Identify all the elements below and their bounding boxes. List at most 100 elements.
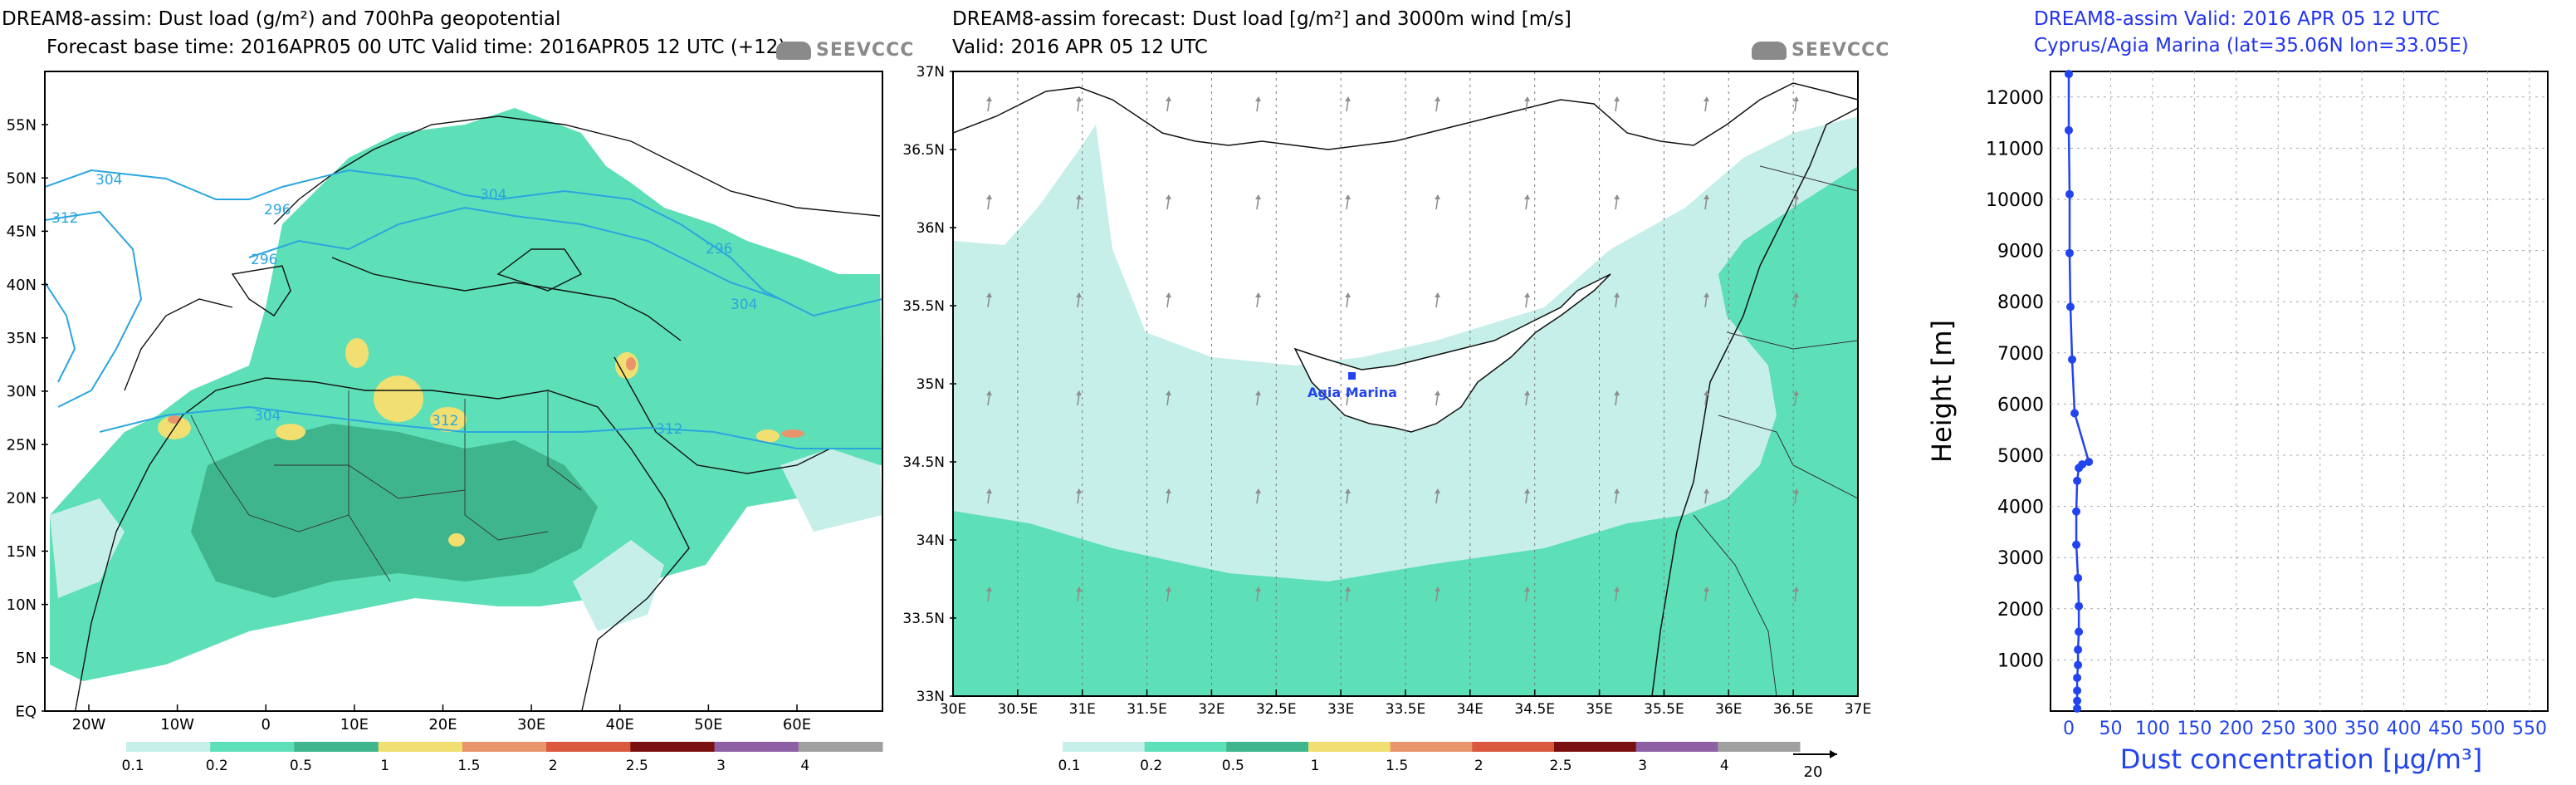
wind-arrow-head bbox=[1435, 390, 1440, 395]
dust-north-europe bbox=[349, 141, 515, 266]
wind-arrow-head bbox=[1524, 586, 1530, 591]
wind-arrow bbox=[1346, 99, 1349, 112]
y-tick-label: 30N bbox=[7, 383, 37, 400]
colorbar-swatch bbox=[1718, 742, 1801, 752]
x-tick-label: 32.5E bbox=[1256, 701, 1297, 718]
colorbar-swatch bbox=[378, 742, 463, 752]
wind-arrow-head bbox=[1524, 96, 1530, 101]
y-tick-label: 33.5N bbox=[902, 611, 945, 627]
dust-region-dark bbox=[191, 424, 598, 598]
panel1-title: DREAM8-assim: Dust load (g/m²) and 700hP… bbox=[2, 8, 561, 30]
wind-arrow bbox=[1435, 99, 1439, 112]
y-tick-label: EQ bbox=[15, 703, 37, 720]
colorbar-label: 4 bbox=[800, 758, 809, 774]
wind-arrow bbox=[1704, 393, 1708, 406]
colorbar-label: 1 bbox=[380, 758, 389, 774]
contour-label-1: 304 bbox=[95, 172, 122, 189]
wind-arrow-head bbox=[1345, 194, 1351, 199]
colorbar-label: 2 bbox=[549, 758, 558, 774]
contour-label-3: 296 bbox=[264, 202, 291, 218]
contour-label-4: 296 bbox=[251, 252, 277, 268]
x-tick-label: 500 bbox=[2471, 719, 2505, 739]
x-tick-label: 30E bbox=[940, 701, 966, 718]
wind-arrow-head bbox=[1435, 488, 1440, 493]
colorbar-label: 2.5 bbox=[1549, 758, 1572, 774]
y-tick-label: 3000 bbox=[1997, 548, 2044, 569]
x-tick-label: 450 bbox=[2428, 719, 2463, 739]
x-tick-label: 200 bbox=[2219, 719, 2254, 739]
wind-arrow-head bbox=[1345, 292, 1351, 297]
map1-y-axis: EQ 5N 10N 15N 20N 25N 30N 35N 40N 45N 50N 55N bbox=[7, 116, 48, 720]
colorbar-swatch bbox=[798, 742, 883, 752]
wind-arrow-head bbox=[1793, 488, 1799, 493]
map1-colorbar: 0.1 0.2 0.5 1 1.5 2 2.5 3 4 bbox=[121, 742, 883, 774]
wind-arrow-head bbox=[1166, 194, 1171, 199]
y-tick-label: 8000 bbox=[1997, 292, 2044, 313]
station-label: Agia Marina bbox=[1308, 385, 1397, 400]
colorbar-swatch bbox=[1226, 742, 1309, 752]
wind-arrow-head bbox=[1166, 292, 1171, 297]
cloud-icon-2 bbox=[1752, 42, 1787, 60]
wind-arrow-head bbox=[1255, 488, 1261, 493]
map2-colorbar: 0.1 0.2 0.5 1 1.5 2 2.5 3 4 bbox=[1058, 742, 1801, 774]
turkey-coastline bbox=[953, 82, 1858, 150]
profile-y-label: Height [m] bbox=[1926, 320, 1958, 463]
wind-arrow-head bbox=[1614, 390, 1620, 395]
profile-frame bbox=[2050, 71, 2549, 712]
wind-arrow bbox=[1435, 589, 1439, 602]
x-tick-label: 0 bbox=[2063, 719, 2075, 739]
x-tick-label: 34E bbox=[1457, 701, 1484, 718]
profile-line bbox=[2067, 74, 2090, 709]
wind-arrow bbox=[1077, 491, 1080, 504]
profile-y-axis: 1000 2000 3000 4000 5000 6000 7000 8000 9000 1000… bbox=[1986, 88, 2044, 672]
wind-arrow bbox=[987, 393, 990, 406]
wind-arrow bbox=[1794, 99, 1797, 112]
wind-arrow-head bbox=[986, 194, 992, 199]
wind-arrow-head bbox=[1435, 586, 1440, 591]
colorbar-label: 1.5 bbox=[1386, 758, 1408, 774]
profile-point bbox=[2066, 302, 2075, 312]
wind-arrow bbox=[1525, 295, 1528, 308]
x-tick-label: 10E bbox=[340, 716, 369, 733]
wind-arrow bbox=[987, 197, 990, 210]
wind-arrow-head bbox=[1345, 488, 1351, 493]
panel1-subtitle: Forecast base time: 2016APR05 00 UTC Val… bbox=[46, 37, 786, 58]
wind-arrow-head bbox=[986, 586, 992, 591]
colorbar-swatch bbox=[1144, 742, 1227, 752]
colorbar-swatch bbox=[1472, 742, 1555, 752]
profile-point bbox=[2065, 189, 2075, 199]
panel-dust-load-map: DREAM8-assim: Dust load (g/m²) and 700hP… bbox=[0, 0, 913, 785]
zoom-dust-mid bbox=[953, 166, 1858, 696]
wind-arrow-head bbox=[1255, 194, 1261, 199]
colorbar-swatch bbox=[546, 742, 631, 752]
profile-point bbox=[2073, 686, 2082, 695]
y-tick-label: 10000 bbox=[1986, 190, 2044, 211]
cloud-icon bbox=[776, 42, 811, 60]
wind-arrow bbox=[1346, 491, 1349, 504]
x-tick-label: 35.5E bbox=[1644, 701, 1684, 718]
x-tick-label: 300 bbox=[2303, 719, 2338, 739]
wind-arrow bbox=[1435, 491, 1439, 504]
wind-arrow bbox=[1077, 589, 1080, 602]
profile-point bbox=[2073, 476, 2082, 485]
panel-vertical-profile: DREAM8-assim Valid: 2016 APR 05 12 UTC C… bbox=[1893, 0, 2576, 785]
profile-point bbox=[2073, 704, 2082, 713]
x-tick-label: 30.5E bbox=[998, 701, 1039, 718]
colorbar-swatch bbox=[126, 742, 211, 752]
wind-arrow-head bbox=[1166, 390, 1171, 395]
wind-arrow bbox=[1794, 197, 1797, 210]
contour-label-7: 304 bbox=[731, 297, 757, 313]
wind-arrow bbox=[1704, 99, 1708, 112]
x-tick-label: 35E bbox=[1586, 701, 1612, 718]
y-tick-label: 36.5N bbox=[902, 142, 945, 159]
x-tick-label: 350 bbox=[2344, 719, 2379, 739]
colorbar-swatch bbox=[1635, 742, 1718, 752]
colorbar-label: 0.2 bbox=[1140, 758, 1162, 774]
wind-arrow bbox=[1166, 99, 1170, 112]
profile-chart-svg: 0 50 100 150 200 250 300 350 400 450 500 550 1000 20… bbox=[1926, 70, 2549, 775]
wind-arrow bbox=[1256, 295, 1259, 308]
wind-arrows bbox=[986, 96, 1799, 602]
wind-arrow bbox=[987, 491, 990, 504]
wind-arrow-head bbox=[1793, 96, 1799, 101]
wind-arrow bbox=[1615, 295, 1618, 308]
